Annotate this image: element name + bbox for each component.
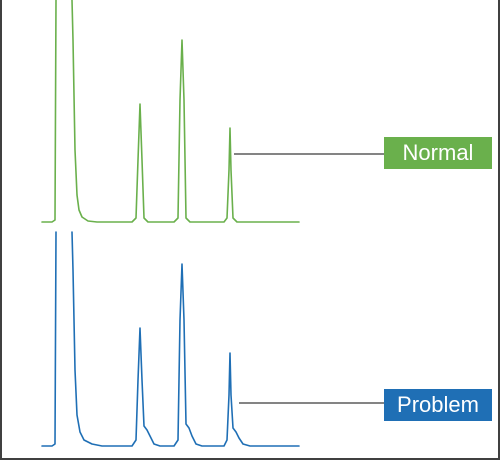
normal-trace — [41, 0, 300, 223]
problem-label: Problem — [384, 389, 492, 421]
problem-trace — [41, 231, 300, 447]
normal-label: Normal — [384, 137, 492, 169]
